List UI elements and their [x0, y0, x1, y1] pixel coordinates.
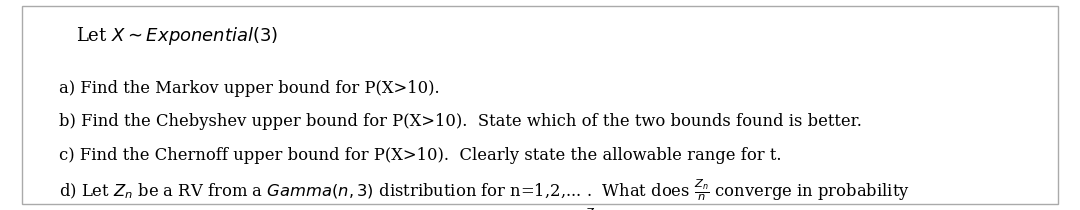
Text: to?  Please state both the value and the reasoning by which $\frac{Z_n}{n}$ conv: to? Please state both the value and the …	[59, 206, 852, 210]
Text: c) Find the Chernoff upper bound for P(X>10).  Clearly state the allowable range: c) Find the Chernoff upper bound for P(X…	[59, 147, 782, 164]
Text: a) Find the Markov upper bound for P(X>10).: a) Find the Markov upper bound for P(X>1…	[59, 80, 440, 97]
Text: b) Find the Chebyshev upper bound for P(X>10).  State which of the two bounds fo: b) Find the Chebyshev upper bound for P(…	[59, 113, 862, 130]
Text: Let $X \sim \mathit{Exponential}(3)$: Let $X \sim \mathit{Exponential}(3)$	[76, 25, 278, 47]
Text: d) Let $Z_n$ be a RV from a $\mathit{Gamma}(n, 3)$ distribution for n=1,2,... . : d) Let $Z_n$ be a RV from a $\mathit{Gam…	[59, 177, 910, 203]
